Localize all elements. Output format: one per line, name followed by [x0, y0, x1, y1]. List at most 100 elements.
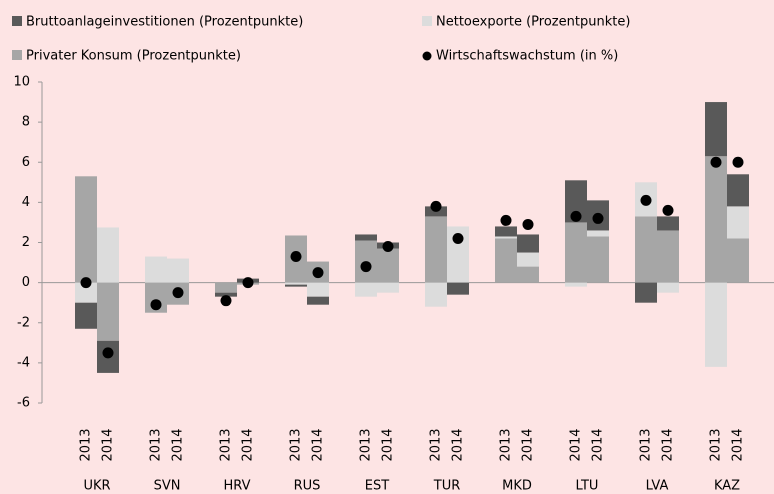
x-tick-label: 2014: [731, 428, 746, 461]
group-label: SVN: [154, 479, 181, 494]
x-tick-label: 2014: [101, 428, 116, 461]
bar: [727, 206, 749, 239]
bar: [635, 216, 657, 283]
bar: [97, 227, 119, 283]
x-tick-label: 2013: [359, 428, 374, 461]
group-label: LTU: [576, 479, 599, 494]
group-label: KAZ: [714, 479, 740, 494]
group-label: LVA: [646, 479, 669, 494]
x-tick-label: 2013: [709, 428, 724, 461]
growth-dot: [102, 347, 114, 359]
growth-dot: [570, 210, 582, 222]
bar: [587, 230, 609, 237]
bar: [565, 282, 587, 287]
bar: [517, 266, 539, 283]
bar: [377, 248, 399, 283]
growth-dot: [242, 277, 254, 289]
bar: [145, 282, 167, 313]
bar: [657, 216, 679, 231]
growth-dot: [640, 194, 652, 206]
bar: [307, 282, 329, 297]
x-tick-label: 2014: [241, 428, 256, 461]
bar: [705, 156, 727, 283]
bar: [565, 222, 587, 283]
bar: [517, 234, 539, 253]
bar: [447, 282, 469, 295]
bar: [75, 176, 97, 283]
bar: [145, 256, 167, 283]
y-tick-label: 6: [22, 155, 30, 170]
y-tick-label: -2: [17, 315, 30, 330]
bar: [517, 252, 539, 267]
growth-dot: [360, 261, 372, 273]
growth-dot: [220, 295, 232, 307]
bar: [425, 282, 447, 307]
bar: [215, 282, 237, 293]
growth-dot: [710, 156, 722, 168]
x-tick-label: 2014: [311, 428, 326, 461]
y-tick-label: 10: [13, 75, 30, 90]
growth-dot: [662, 204, 674, 216]
bar: [167, 258, 189, 283]
x-tick-label: 2014: [521, 428, 536, 461]
legend-marker: [12, 16, 22, 26]
group-label: UKR: [83, 479, 110, 494]
bar: [705, 282, 727, 367]
x-tick-label: 2014: [661, 428, 676, 461]
bar: [97, 282, 119, 341]
legend-marker: [422, 16, 432, 26]
y-tick-label: 8: [22, 115, 30, 130]
legend-label: Nettoexporte (Prozentpunkte): [436, 15, 630, 30]
growth-dot: [732, 156, 744, 168]
growth-dot: [150, 299, 162, 311]
growth-dot: [500, 214, 512, 226]
bar: [75, 282, 97, 303]
bar: [657, 282, 679, 293]
growth-dot: [172, 287, 184, 299]
group-label: MKD: [502, 479, 532, 494]
growth-dot: [80, 277, 92, 289]
bar: [425, 216, 447, 283]
growth-dot: [452, 232, 464, 244]
bar: [495, 226, 517, 237]
growth-dot: [592, 212, 604, 224]
bar: [657, 230, 679, 283]
x-tick-label: 2013: [429, 428, 444, 461]
x-tick-label: 2014: [569, 428, 584, 461]
bar: [587, 236, 609, 283]
x-tick-label: 2013: [499, 428, 514, 461]
x-tick-label: 2013: [149, 428, 164, 461]
y-tick-label: 0: [22, 275, 30, 290]
bar: [285, 284, 307, 287]
legend-label: Bruttoanlageinvestitionen (Prozentpunkte…: [26, 15, 303, 30]
bar: [447, 226, 469, 283]
bar: [495, 236, 517, 239]
x-tick-label: 2014: [591, 428, 606, 461]
growth-dot: [430, 200, 442, 212]
y-tick-label: 4: [22, 195, 30, 210]
legend-label: Privater Konsum (Prozentpunkte): [26, 49, 241, 64]
y-tick-label: 2: [22, 235, 30, 250]
bar: [285, 282, 307, 285]
group-label: EST: [365, 479, 389, 494]
group-label: RUS: [294, 479, 321, 494]
group-label: HRV: [224, 479, 251, 494]
x-tick-label: 2014: [451, 428, 466, 461]
x-tick-label: 2014: [171, 428, 186, 461]
bar: [705, 102, 727, 157]
bar: [635, 282, 657, 303]
x-tick-label: 2013: [79, 428, 94, 461]
y-tick-label: -6: [17, 396, 30, 411]
x-tick-label: 2013: [219, 428, 234, 461]
bar: [355, 282, 377, 297]
x-tick-label: 2014: [381, 428, 396, 461]
bar: [215, 292, 237, 297]
legend-label: Wirtschaftswachstum (in %): [436, 49, 618, 64]
x-tick-label: 2013: [289, 428, 304, 461]
y-tick-label: -4: [17, 355, 30, 370]
bar: [75, 302, 97, 329]
growth-dot: [382, 241, 394, 253]
bar: [355, 234, 377, 241]
growth-dot: [290, 251, 302, 263]
legend-marker: [12, 50, 22, 60]
